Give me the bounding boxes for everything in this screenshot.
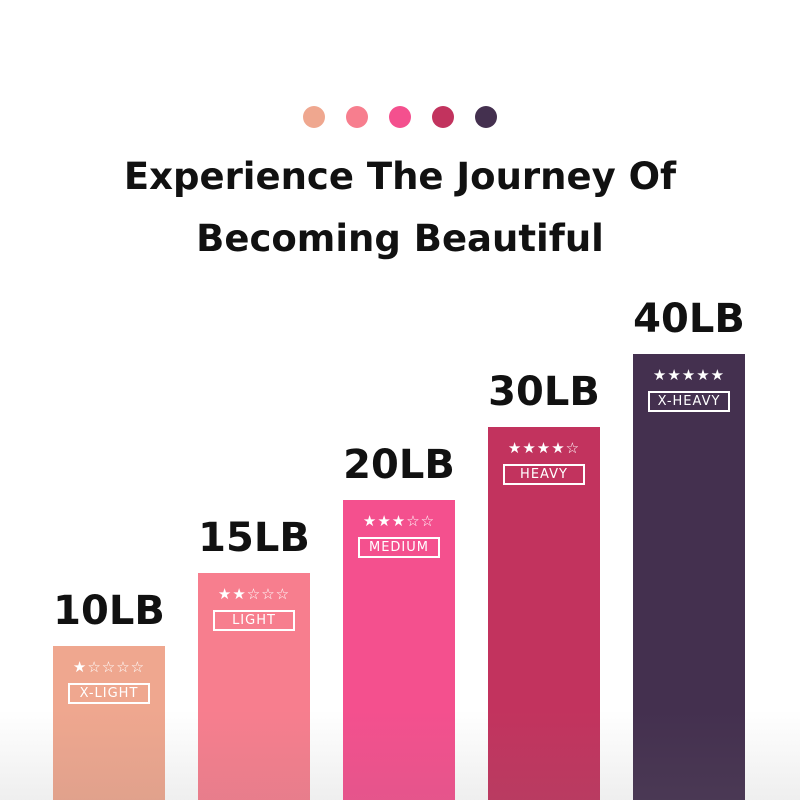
color-dot [475, 106, 497, 128]
color-dot [432, 106, 454, 128]
title-line-1: Experience The Journey Of [123, 155, 677, 198]
weight-label: 10LB [53, 588, 165, 634]
star-rating: ★★★★★ [652, 366, 726, 384]
bar: ★★★★☆ HEAVY [488, 427, 600, 800]
star-rating: ★★★☆☆ [362, 512, 436, 530]
weight-label: 30LB [488, 369, 600, 415]
bar: ★★★☆☆ MEDIUM [343, 500, 455, 800]
color-dots [0, 106, 800, 128]
level-label: X-HEAVY [648, 391, 730, 412]
level-label: LIGHT [213, 610, 295, 631]
star-rating: ★★☆☆☆ [217, 585, 291, 603]
level-label: X-LIGHT [68, 683, 150, 704]
title-line-2: Becoming Beautiful [196, 217, 604, 260]
star-rating: ★★★★☆ [507, 439, 581, 457]
color-dot [303, 106, 325, 128]
weight-label: 40LB [633, 296, 745, 342]
weight-label: 15LB [198, 515, 310, 561]
level-label: HEAVY [503, 464, 585, 485]
bar: ★★☆☆☆ LIGHT [198, 573, 310, 800]
bar: ★★★★★ X-HEAVY [633, 354, 745, 800]
bar: ★☆☆☆☆ X-LIGHT [53, 646, 165, 800]
level-label: MEDIUM [358, 537, 440, 558]
weight-label: 20LB [343, 442, 455, 488]
color-dot [389, 106, 411, 128]
page-title: Experience The Journey Of Becoming Beaut… [0, 146, 800, 270]
star-rating: ★☆☆☆☆ [72, 658, 146, 676]
color-dot [346, 106, 368, 128]
